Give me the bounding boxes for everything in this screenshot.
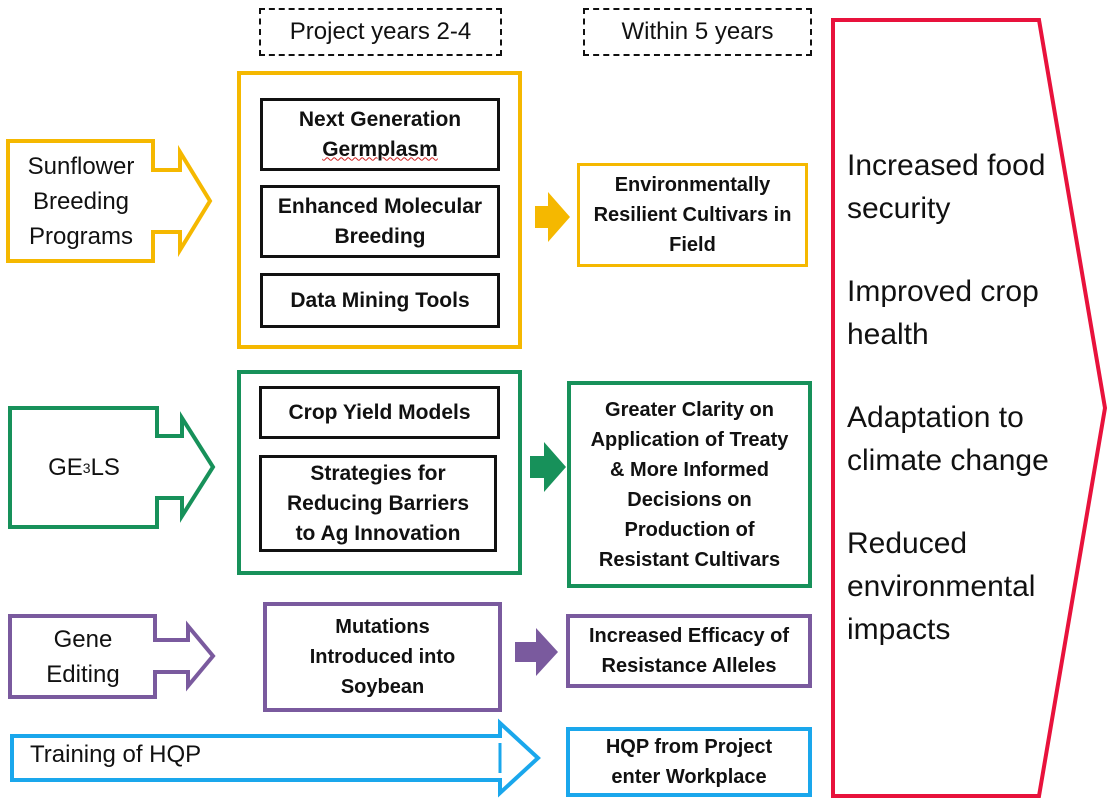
- crop-yield-models-box: Crop Yield Models: [259, 386, 500, 439]
- mutations-soybean-box: Mutations Introduced into Soybean: [263, 602, 502, 712]
- greater-clarity-box: Greater Clarity on Application of Treaty…: [567, 381, 812, 588]
- impact-environmental: Reduced environmental impacts: [847, 527, 1036, 646]
- gene-editing-source-label: Gene Editing: [46, 625, 120, 688]
- ge3ls-activities-group: [237, 370, 522, 575]
- impact-crop-health: Improved crop health: [847, 275, 1039, 351]
- header-project-years-label: Project years 2-4: [289, 18, 472, 45]
- sunflower-source-label: Sunflower Breeding Programs: [27, 152, 135, 250]
- resilient-cultivars-box: Environmentally Resilient Cultivars in F…: [577, 163, 808, 267]
- enhanced-molecular-breeding-box: Enhanced Molecular Breeding: [260, 185, 500, 258]
- germplasm-label: Germplasm: [322, 137, 438, 161]
- data-mining-tools-box: Data Mining Tools: [260, 273, 500, 328]
- sunflower-activities-group: [237, 71, 522, 349]
- next-generation-label: Next Generation: [298, 107, 462, 131]
- training-label: Training of HQP: [30, 741, 202, 768]
- impacts-list: Increased food security Improved crop he…: [847, 144, 1087, 651]
- impact-food-security: Increased food security: [847, 149, 1046, 225]
- header-within-years: Within 5 years: [583, 8, 812, 56]
- header-project-years: Project years 2-4: [259, 8, 502, 56]
- impact-climate-adaptation: Adaptation to climate change: [847, 401, 1049, 477]
- header-within-years-label: Within 5 years: [621, 18, 774, 45]
- increased-efficacy-box: Increased Efficacy of Resistance Alleles: [566, 614, 812, 688]
- ge3ls-source-label: GE 3 LS: [48, 453, 120, 481]
- hqp-workplace-box: HQP from Project enter Workplace: [566, 727, 812, 797]
- next-generation-germplasm-box: Next Generation Germplasm: [260, 98, 500, 171]
- reducing-barriers-box: Strategies for Reducing Barriers to Ag I…: [259, 455, 497, 552]
